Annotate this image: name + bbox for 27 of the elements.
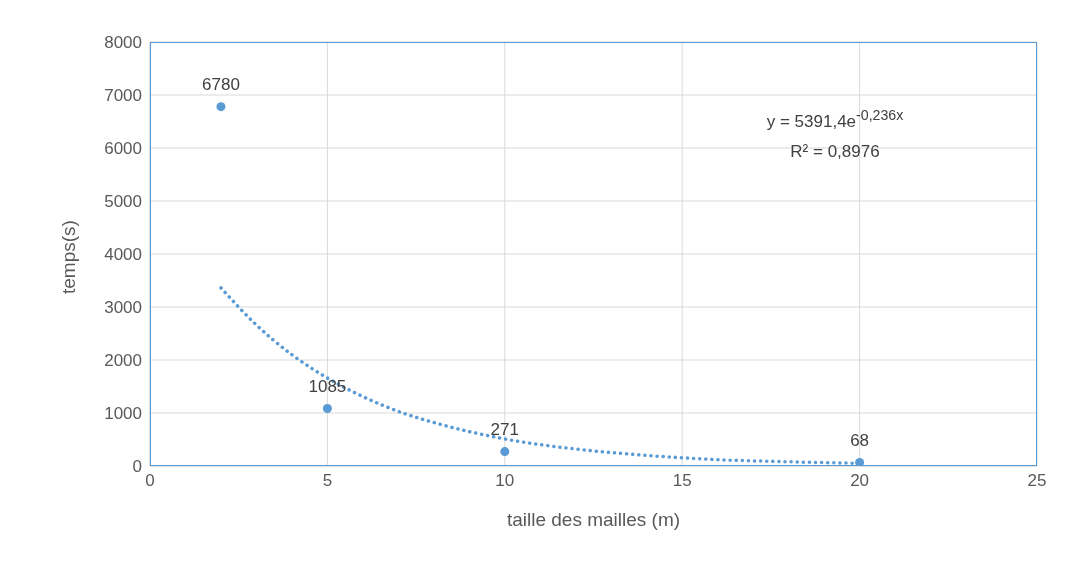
data-label: 1085 bbox=[308, 376, 347, 396]
point bbox=[855, 457, 865, 466]
y-axis-title: temps(s) bbox=[57, 220, 79, 294]
y-tick-label: 7000 bbox=[104, 86, 142, 106]
data-label: 68 bbox=[850, 430, 870, 450]
x-tick-label: 10 bbox=[495, 471, 515, 491]
y-tick-label: 2000 bbox=[104, 351, 142, 371]
y-tick-label: 8000 bbox=[104, 33, 142, 53]
y-tick-label: 0 bbox=[132, 457, 142, 477]
x-tick-label: 25 bbox=[1027, 471, 1047, 491]
x-tick-label: 20 bbox=[850, 471, 870, 491]
x-tick-label: 0 bbox=[145, 471, 155, 491]
y-tick-label: 3000 bbox=[104, 298, 142, 318]
x-tick-label: 5 bbox=[322, 471, 333, 491]
y-tick-label: 5000 bbox=[104, 192, 142, 212]
data-label: 271 bbox=[490, 420, 519, 440]
x-tick-label: 15 bbox=[672, 471, 692, 491]
data-label: 6780 bbox=[202, 75, 240, 95]
point bbox=[216, 102, 226, 112]
annotation: y = 5391,4e$^{-0,236x}$ bbox=[765, 106, 905, 133]
y-tick-label: 1000 bbox=[104, 404, 142, 424]
point bbox=[322, 403, 332, 413]
annotation: R² = 0,8976 bbox=[789, 140, 881, 163]
point bbox=[500, 447, 510, 457]
x-axis-title: taille des mailles (m) bbox=[506, 509, 681, 530]
y-tick-label: 6000 bbox=[104, 139, 142, 159]
y-tick-label: 4000 bbox=[104, 245, 142, 265]
